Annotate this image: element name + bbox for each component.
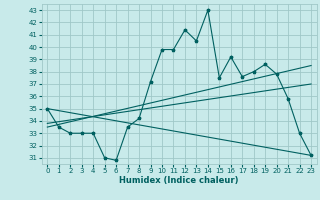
X-axis label: Humidex (Indice chaleur): Humidex (Indice chaleur)	[119, 176, 239, 185]
